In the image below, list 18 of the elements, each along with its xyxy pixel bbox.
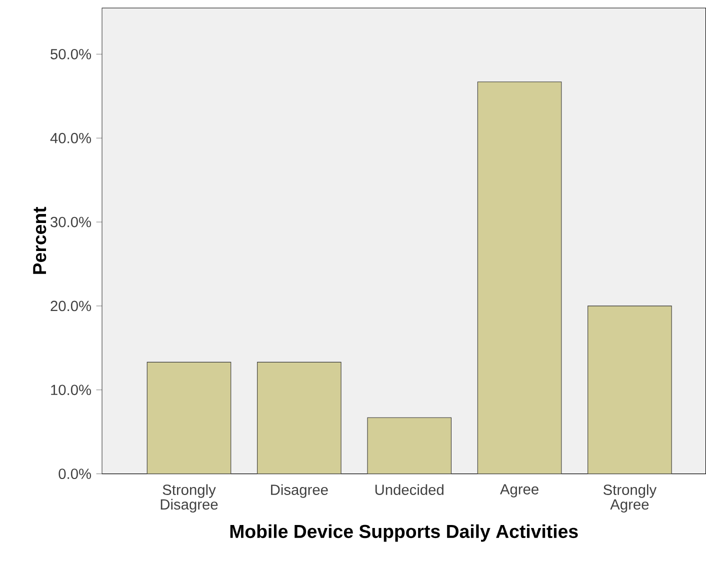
x-tick-label: Agree — [500, 484, 538, 498]
y-tick-label: 0.0% — [58, 468, 92, 480]
y-tick-label: 10.0% — [51, 384, 92, 396]
bar — [147, 362, 231, 474]
y-tick-label: 50.0% — [50, 49, 92, 60]
y-tick-label: 30.0% — [50, 216, 92, 228]
x-axis-title: Mobile Device Supports Daily Activities — [230, 524, 578, 542]
bar — [588, 306, 672, 474]
bar — [367, 418, 452, 474]
x-tick-label: Disagree — [271, 484, 328, 498]
x-tick-label: Undecided — [375, 484, 444, 496]
y-tick-label: 20.0% — [50, 300, 92, 312]
bar — [257, 362, 342, 474]
y-axis-title: Percent — [33, 207, 46, 274]
y-tick-label: 40.0% — [50, 133, 92, 144]
bar — [478, 82, 562, 474]
x-tick-label: Strongly Disagree — [160, 484, 218, 513]
x-tick-label: Strongly Agree — [604, 484, 657, 513]
